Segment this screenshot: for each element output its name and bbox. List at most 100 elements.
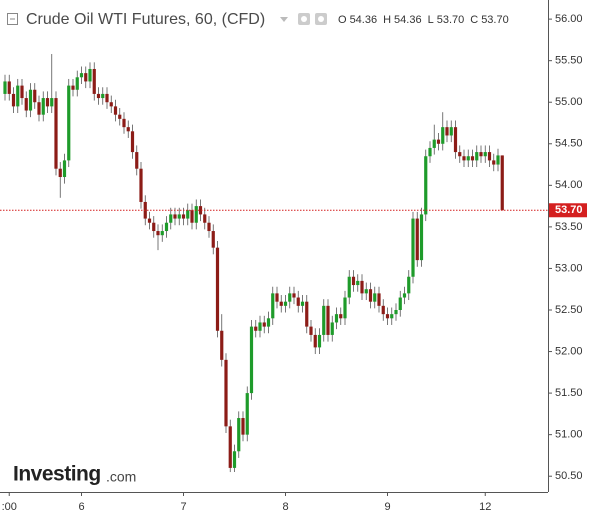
dropdown-icon[interactable] (280, 17, 288, 22)
candle-body (147, 218, 152, 223)
watermark: Investing .com (13, 463, 136, 486)
candle-body (334, 314, 339, 323)
x-tick-label: 9 (384, 501, 390, 513)
ohlc-label: C (470, 14, 478, 26)
candle-body (377, 293, 381, 306)
candle-body (79, 73, 84, 78)
y-tick-label: 54.50 (555, 138, 583, 150)
candle-body (160, 231, 164, 236)
candle-body (368, 289, 373, 302)
candle-body (487, 152, 492, 161)
candle-body (75, 77, 79, 90)
candle-body (181, 214, 186, 219)
candle-body (356, 280, 360, 286)
ohlc-value: 54.36 (394, 14, 422, 26)
candle-body (33, 89, 37, 103)
candle-body (360, 280, 364, 294)
candle-body (203, 214, 207, 223)
candle-body (50, 98, 54, 107)
x-tick-label: 12 (479, 501, 491, 513)
candle-body (394, 309, 398, 315)
candle-body (432, 139, 436, 148)
ohlc-value: 53.70 (437, 14, 465, 26)
candle-body (343, 297, 347, 319)
candle-body (37, 102, 41, 115)
candle-body (113, 106, 118, 115)
candle-body (164, 222, 169, 232)
x-tick-label: 8 (282, 501, 288, 513)
ohlc-label: O (338, 14, 347, 26)
candle-body (169, 214, 173, 223)
candle-body (28, 89, 33, 111)
candle-body (364, 289, 368, 294)
candle-body (41, 98, 45, 115)
candle-body (402, 293, 407, 298)
price-label-box (549, 203, 587, 218)
candle-body (101, 93, 105, 99)
candle-body (466, 156, 470, 161)
candle-body (309, 326, 313, 335)
candle-body (198, 206, 203, 215)
candle-body (492, 160, 496, 165)
candle-body (254, 326, 258, 331)
candle-body (232, 451, 237, 468)
candle-body (186, 210, 190, 219)
candle-body (411, 218, 415, 277)
candle-body (462, 156, 466, 161)
candle-body (245, 393, 249, 435)
candle-body (139, 168, 143, 202)
candle-body (453, 127, 458, 153)
candle-body (177, 214, 181, 219)
candle-body (45, 98, 50, 107)
candle-body (500, 155, 504, 211)
x-tick-label: 6 (78, 501, 84, 513)
candle-body (483, 152, 487, 157)
header: Crude Oil WTI Futures, 60, (CFD) O 54.36 H… (7, 11, 509, 28)
ohlc-values: O 54.36 H 54.36 L 53.70 C 53.70 (338, 14, 509, 26)
candle-body (449, 127, 453, 136)
candle-body (207, 222, 211, 232)
y-tick-label: 56.00 (555, 13, 583, 25)
y-tick-label: 53.50 (555, 221, 583, 233)
x-tick-label: 7 (180, 501, 186, 513)
candle-body (7, 81, 11, 94)
candle-body (445, 127, 449, 136)
candle-body (249, 326, 254, 394)
candle-body (271, 293, 275, 319)
candle-body (398, 297, 402, 310)
candle-body (313, 334, 317, 348)
candle-body (428, 147, 432, 157)
candle-body (441, 127, 445, 144)
candle-body (288, 293, 292, 302)
candle-body (475, 152, 479, 161)
y-tick-label: 51.50 (555, 387, 583, 399)
ohlc-label: H (383, 14, 391, 26)
candle-body (105, 93, 109, 103)
ohlc-label: L (428, 14, 434, 26)
candle-body (241, 418, 245, 435)
candle-body (330, 322, 334, 335)
candle-body (3, 81, 7, 94)
y-tick-label: 52.50 (555, 304, 583, 316)
y-tick-label: 53.00 (555, 262, 583, 274)
candle-body (390, 314, 394, 319)
candle-body (407, 276, 411, 294)
candle-body (122, 118, 126, 128)
candle-body (305, 301, 309, 327)
candle-body (54, 98, 58, 169)
candle-body (88, 68, 92, 82)
candle-body (71, 85, 75, 90)
candle-body (381, 305, 385, 315)
candle-body (373, 293, 377, 302)
candle-body (118, 114, 122, 119)
watermark-suffix: .com (106, 469, 136, 485)
candle-body (126, 127, 130, 132)
y-tick-label: 54.00 (555, 179, 583, 191)
candle-body (296, 297, 300, 306)
y-tick-label: 55.00 (555, 96, 583, 108)
candle-body (326, 305, 330, 335)
candle-body (220, 330, 224, 360)
candle-body (11, 93, 16, 107)
candle-body (84, 73, 88, 82)
